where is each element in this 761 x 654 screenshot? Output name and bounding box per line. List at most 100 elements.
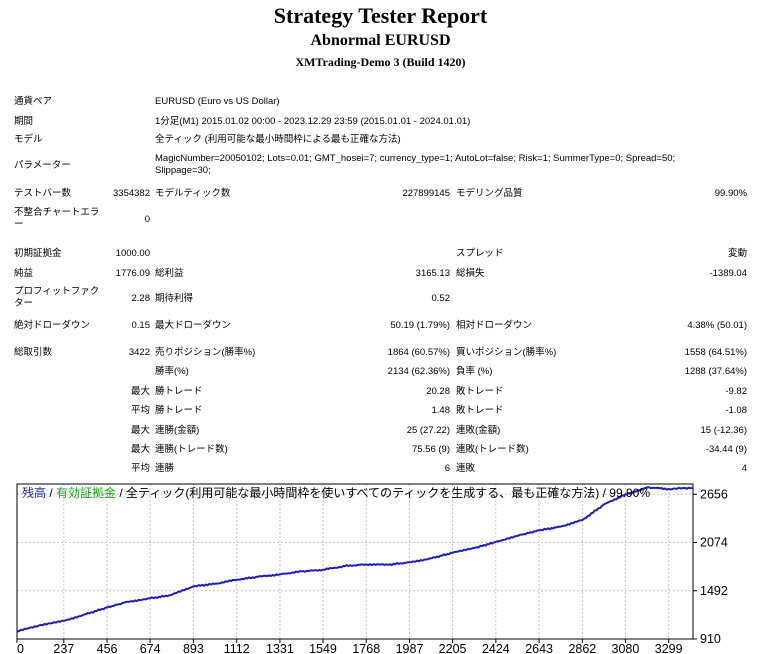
largest-loss-label: 敗トレード: [456, 386, 504, 397]
caption-description: / 全ティック(利用可能な最小時間枠を使いすべてのティックを生成する、最も正確な…: [116, 485, 650, 500]
x-axis: 0 237 456 674 893 1112 1331 1549 1768 1987 2205 242…: [16, 639, 683, 654]
max-dd-label: 最大ドローダウン: [155, 320, 232, 331]
params-line1: MagicNumber=20050102; Lots=0.01; GMT_hos…: [155, 153, 676, 164]
x-tick-label: 2205: [439, 642, 467, 654]
total-trades-value: 3422: [128, 347, 150, 358]
y-tick-label: 2074: [700, 536, 728, 550]
quality-label: モデリング品質: [456, 188, 523, 199]
win-value: 2134 (62.36%): [387, 366, 450, 377]
x-tick-label: 2643: [525, 642, 553, 654]
mismatch-value: 0: [144, 214, 150, 225]
max-loss-label: 連敗(トレード数): [456, 444, 529, 455]
ticks-value: 227899145: [402, 188, 450, 199]
avg-loss-label: 敗トレード: [456, 405, 504, 416]
expected-label: 期待利得: [155, 293, 194, 304]
rel-dd-value: 4.38% (50.01): [687, 320, 747, 331]
max-consec-win-label: 連勝(金額): [155, 425, 200, 436]
largest-win-label: 勝トレード: [155, 386, 203, 397]
spread-label: スプレッド: [456, 248, 504, 259]
largest-loss-value: -9.82: [725, 386, 747, 397]
max-profit-value: 75.56 (9): [411, 444, 450, 455]
net-label: 純益: [14, 268, 34, 279]
loss-value: 1288 (37.64%): [684, 366, 747, 377]
max-profit-label: 連勝(トレード数): [155, 444, 228, 455]
max-loss-value: -34.44 (9): [705, 444, 747, 455]
x-tick-label: 3299: [655, 642, 683, 654]
x-tick-label: 0: [17, 642, 24, 654]
balance-series-line: [16, 486, 694, 633]
x-tick-label: 3080: [612, 642, 640, 654]
model-value: 全ティック (利用可能な最小時間枠による最も正確な方法): [155, 134, 401, 145]
x-tick-label: 674: [140, 642, 161, 654]
x-tick-label: 2862: [568, 642, 596, 654]
ticks-label: モデルティック数: [155, 188, 231, 199]
x-tick-label: 1112: [224, 642, 250, 654]
avg-consec-win-label: 連勝: [155, 463, 175, 474]
rel-dd-label: 相対ドローダウン: [456, 320, 533, 331]
report-subtitle: Abnormal EURUSD: [310, 32, 451, 49]
pair-value: EURUSD (Euro vs US Dollar): [155, 96, 280, 107]
bars-label: テストバー数: [14, 188, 72, 199]
avg-consec-win-value: 6: [444, 463, 450, 474]
legend-equity: 有効証拠金: [56, 485, 116, 500]
y-axis: 910 1492 2074 2656: [693, 487, 728, 646]
net-value: 1776.09: [115, 268, 150, 279]
max-consec-loss-value: 15 (-12.36): [700, 425, 747, 436]
win-label: 勝率(%): [155, 366, 189, 377]
y-tick-label: 2656: [700, 487, 728, 501]
gross-profit-label: 総利益: [155, 268, 184, 279]
avg-consec-loss-value: 4: [741, 463, 747, 474]
period-label: 期間: [14, 116, 34, 127]
plot-frame: [16, 483, 694, 640]
pair-label: 通貨ペア: [14, 96, 53, 107]
model-label: モデル: [14, 134, 43, 145]
avg-win-value: 1.48: [431, 405, 451, 416]
long-label: 買いポジション(勝率%): [456, 347, 557, 358]
legend-separator: /: [46, 486, 56, 500]
loss-label: 負率 (%): [456, 366, 493, 377]
largest-win-value: 20.28: [426, 386, 450, 397]
bars-value: 3354382: [113, 188, 150, 199]
max-dd-value: 50.19 (1.79%): [390, 320, 450, 331]
deposit-value: 1000.00: [115, 248, 150, 259]
short-label: 売りポジション(勝率%): [155, 347, 256, 358]
max-consec-loss-label: 連敗(金額): [456, 425, 501, 436]
report-title: Strategy Tester Report: [273, 3, 488, 28]
y-tick-label: 1492: [700, 584, 728, 598]
avg-loss-value: -1.08: [725, 405, 747, 416]
period-value: 1分足(M1) 2015.01.02 00:00 - 2023.12.29 23…: [155, 116, 471, 127]
abs-dd-value: 0.15: [131, 320, 151, 331]
balance-chart: 910 1492 2074 2656 0 237 456 674 893 1112 1331 154…: [0, 479, 761, 654]
mismatch-label: 不整合チャートエラー: [14, 207, 100, 230]
params-line2: Slippage=30;: [155, 165, 211, 176]
chart-background: [0, 479, 761, 654]
avg-consec-loss-label: 連敗: [456, 463, 476, 474]
max2-label: 最大: [130, 444, 150, 455]
long-value: 1558 (64.51%): [684, 347, 747, 358]
params-label: パラメーター: [14, 160, 71, 171]
x-tick-label: 1768: [352, 642, 380, 654]
short-value: 1864 (60.57%): [387, 347, 450, 358]
gross-loss-value: -1389.04: [709, 268, 747, 279]
x-tick-label: 237: [53, 642, 74, 654]
average-label: 平均: [130, 405, 150, 416]
x-tick-label: 1987: [396, 642, 424, 654]
avg-win-label: 勝トレード: [155, 405, 203, 416]
gross-profit-value: 3165.13: [415, 268, 450, 279]
deposit-label: 初期証拠金: [14, 248, 62, 259]
x-tick-label: 2424: [482, 642, 510, 654]
chart-caption: 残高 / 有効証拠金 / 全ティック(利用可能な最小時間枠を使いすべてのティック…: [22, 485, 650, 500]
x-tick-label: 1331: [266, 642, 294, 654]
report-server: XMTrading-Demo 3 (Build 1420): [295, 55, 466, 69]
x-tick-label: 456: [97, 642, 118, 654]
legend-balance: 残高: [22, 485, 46, 500]
x-tick-label: 893: [183, 642, 204, 654]
max-label: 最大: [130, 425, 150, 436]
y-tick-label: 910: [700, 632, 721, 646]
gross-loss-label: 総損失: [456, 268, 485, 279]
x-tick-label: 1549: [309, 642, 337, 654]
total-trades-label: 総取引数: [14, 347, 53, 358]
avg2-label: 平均: [130, 463, 150, 474]
profit-factor-label: プロフィットファクター: [14, 286, 100, 309]
spread-value: 変動: [727, 248, 747, 259]
